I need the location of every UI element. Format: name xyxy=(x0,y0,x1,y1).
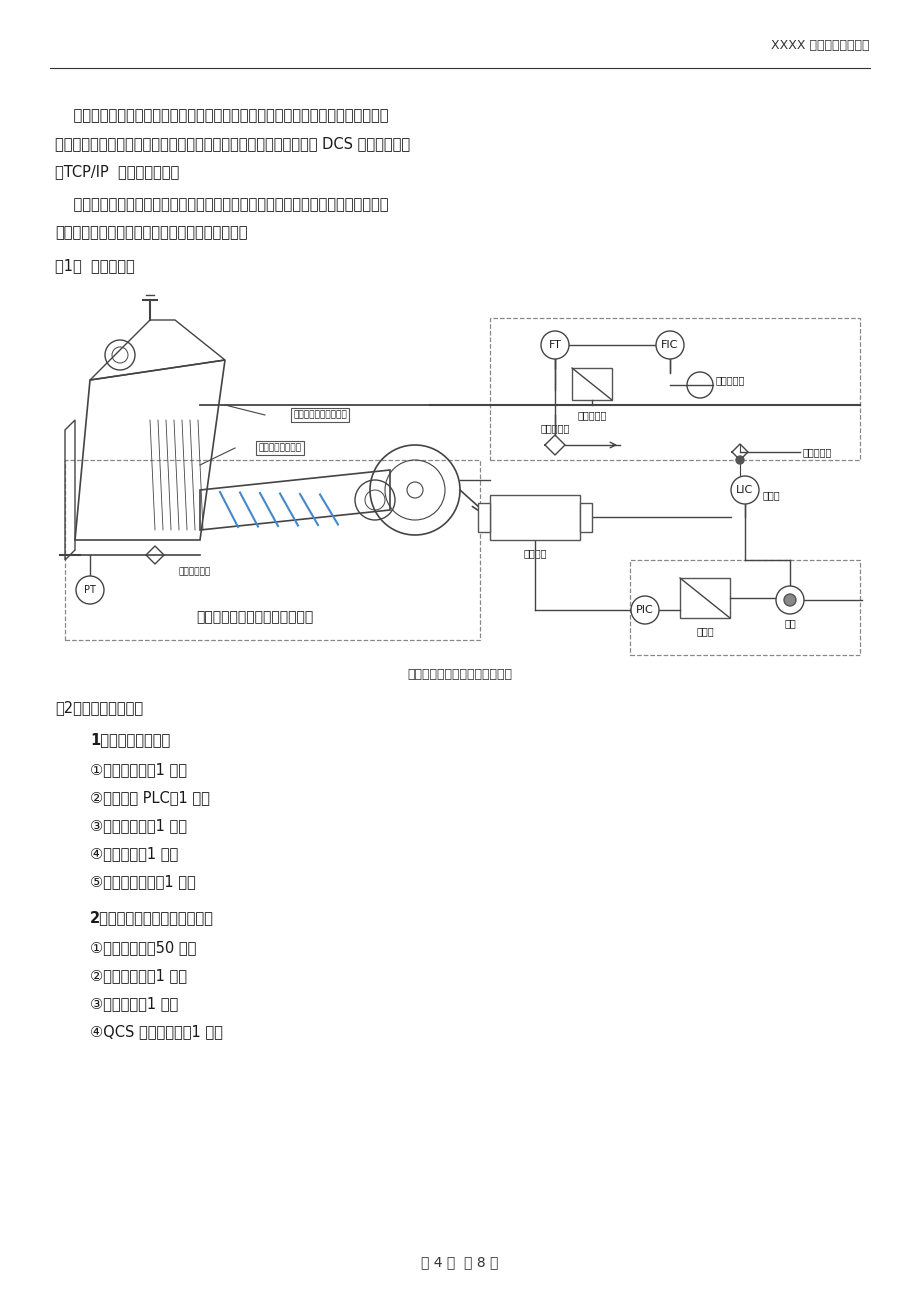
Bar xyxy=(579,503,591,533)
Text: 流浆箱控制系统可以与纸机其他设备进行联锁控制，以保证操作安全。控制逻辑由: 流浆箱控制系统可以与纸机其他设备进行联锁控制，以保证操作安全。控制逻辑由 xyxy=(55,197,388,212)
Text: 2、稀释水横幅定量调节系统：: 2、稀释水横幅定量调节系统： xyxy=(90,910,213,924)
Text: 管线及虚线框内设备为用户自备: 管线及虚线框内设备为用户自备 xyxy=(196,611,313,624)
Text: ①智能调节阀：50 个；: ①智能调节阀：50 个； xyxy=(90,940,196,954)
Text: （1）  控制流程图: （1） 控制流程图 xyxy=(55,258,134,273)
Circle shape xyxy=(540,331,568,359)
Text: 机等情况时速度比较快。有方便的查询及管理功能。控制系统留有与 DCS 相连的接口。: 机等情况时速度比较快。有方便的查询及管理功能。控制系统留有与 DCS 相连的接口… xyxy=(55,135,410,151)
Text: PT: PT xyxy=(84,585,96,595)
Bar xyxy=(478,503,490,533)
Circle shape xyxy=(686,372,712,398)
Bar xyxy=(572,368,611,400)
Text: FT: FT xyxy=(548,340,561,350)
Text: 固定调节阀: 固定调节阀 xyxy=(539,423,569,434)
Text: 水力式流浆箱的喷浆速度控制采用电脑自动控制方式。在更改纸种、调整车速、开: 水力式流浆箱的喷浆速度控制采用电脑自动控制方式。在更改纸种、调整车速、开 xyxy=(55,108,388,122)
Text: ②主控制器 PLC：1 个；: ②主控制器 PLC：1 个； xyxy=(90,790,210,805)
Circle shape xyxy=(731,477,758,504)
Text: XXXX 纸业公司技术方案: XXXX 纸业公司技术方案 xyxy=(771,39,869,52)
Text: 稀释水调节网控制系统: 稀释水调节网控制系统 xyxy=(293,410,346,419)
Text: 变泵: 变泵 xyxy=(783,618,795,628)
Text: 来自仪表气: 来自仪表气 xyxy=(802,447,832,457)
Text: 稀释用白水: 稀释用白水 xyxy=(715,375,744,385)
Text: ④控制机柜：1 只；: ④控制机柜：1 只； xyxy=(90,846,178,861)
Text: ②总线接口板：1 个；: ②总线接口板：1 个； xyxy=(90,967,187,983)
Text: ③电源系统：1 套；: ③电源系统：1 套； xyxy=(90,996,178,1010)
Bar xyxy=(490,495,579,540)
Circle shape xyxy=(630,596,658,624)
Bar xyxy=(630,560,859,655)
Circle shape xyxy=(655,331,683,359)
Text: PIC: PIC xyxy=(635,605,653,615)
Text: 1、浆速控制系统：: 1、浆速控制系统： xyxy=(90,732,170,747)
Circle shape xyxy=(735,456,743,464)
Text: 用户提供。且用户可以根据自己的需要进行修改。: 用户提供。且用户可以根据自己的需要进行修改。 xyxy=(55,225,247,240)
Circle shape xyxy=(775,586,803,615)
Text: 稀释水智能调节网: 稀释水智能调节网 xyxy=(258,444,301,453)
Text: 美辰水力式流浆箱控制系统框图: 美辰水力式流浆箱控制系统框图 xyxy=(407,668,512,681)
Text: 机械式: 机械式 xyxy=(762,490,780,500)
Text: （2）控制系统配置：: （2）控制系统配置： xyxy=(55,700,143,715)
Bar xyxy=(490,318,859,460)
Bar xyxy=(65,460,480,641)
Text: 白水压力筒: 白水压力筒 xyxy=(577,410,606,421)
Text: ③控制计算机：1 台；: ③控制计算机：1 台； xyxy=(90,818,187,833)
Circle shape xyxy=(76,575,104,604)
Text: 调速动磁: 调速动磁 xyxy=(523,548,546,559)
Bar xyxy=(679,578,729,618)
Text: 压力筒: 压力筒 xyxy=(696,626,713,635)
Text: 速度加入调节: 速度加入调节 xyxy=(178,566,210,575)
Text: ④QCS 网络接口卡：1 块；: ④QCS 网络接口卡：1 块； xyxy=(90,1023,222,1039)
Text: （TCP/IP  或模拟信号线）: （TCP/IP 或模拟信号线） xyxy=(55,164,179,178)
Text: 第 4 页  共 8 页: 第 4 页 共 8 页 xyxy=(421,1255,498,1269)
Text: ①总压变送器：1 台；: ①总压变送器：1 台； xyxy=(90,762,187,777)
Text: LIC: LIC xyxy=(735,486,753,495)
Text: FIC: FIC xyxy=(661,340,678,350)
Text: ⑤控制系统软件：1 套。: ⑤控制系统软件：1 套。 xyxy=(90,874,196,889)
Circle shape xyxy=(783,594,795,605)
